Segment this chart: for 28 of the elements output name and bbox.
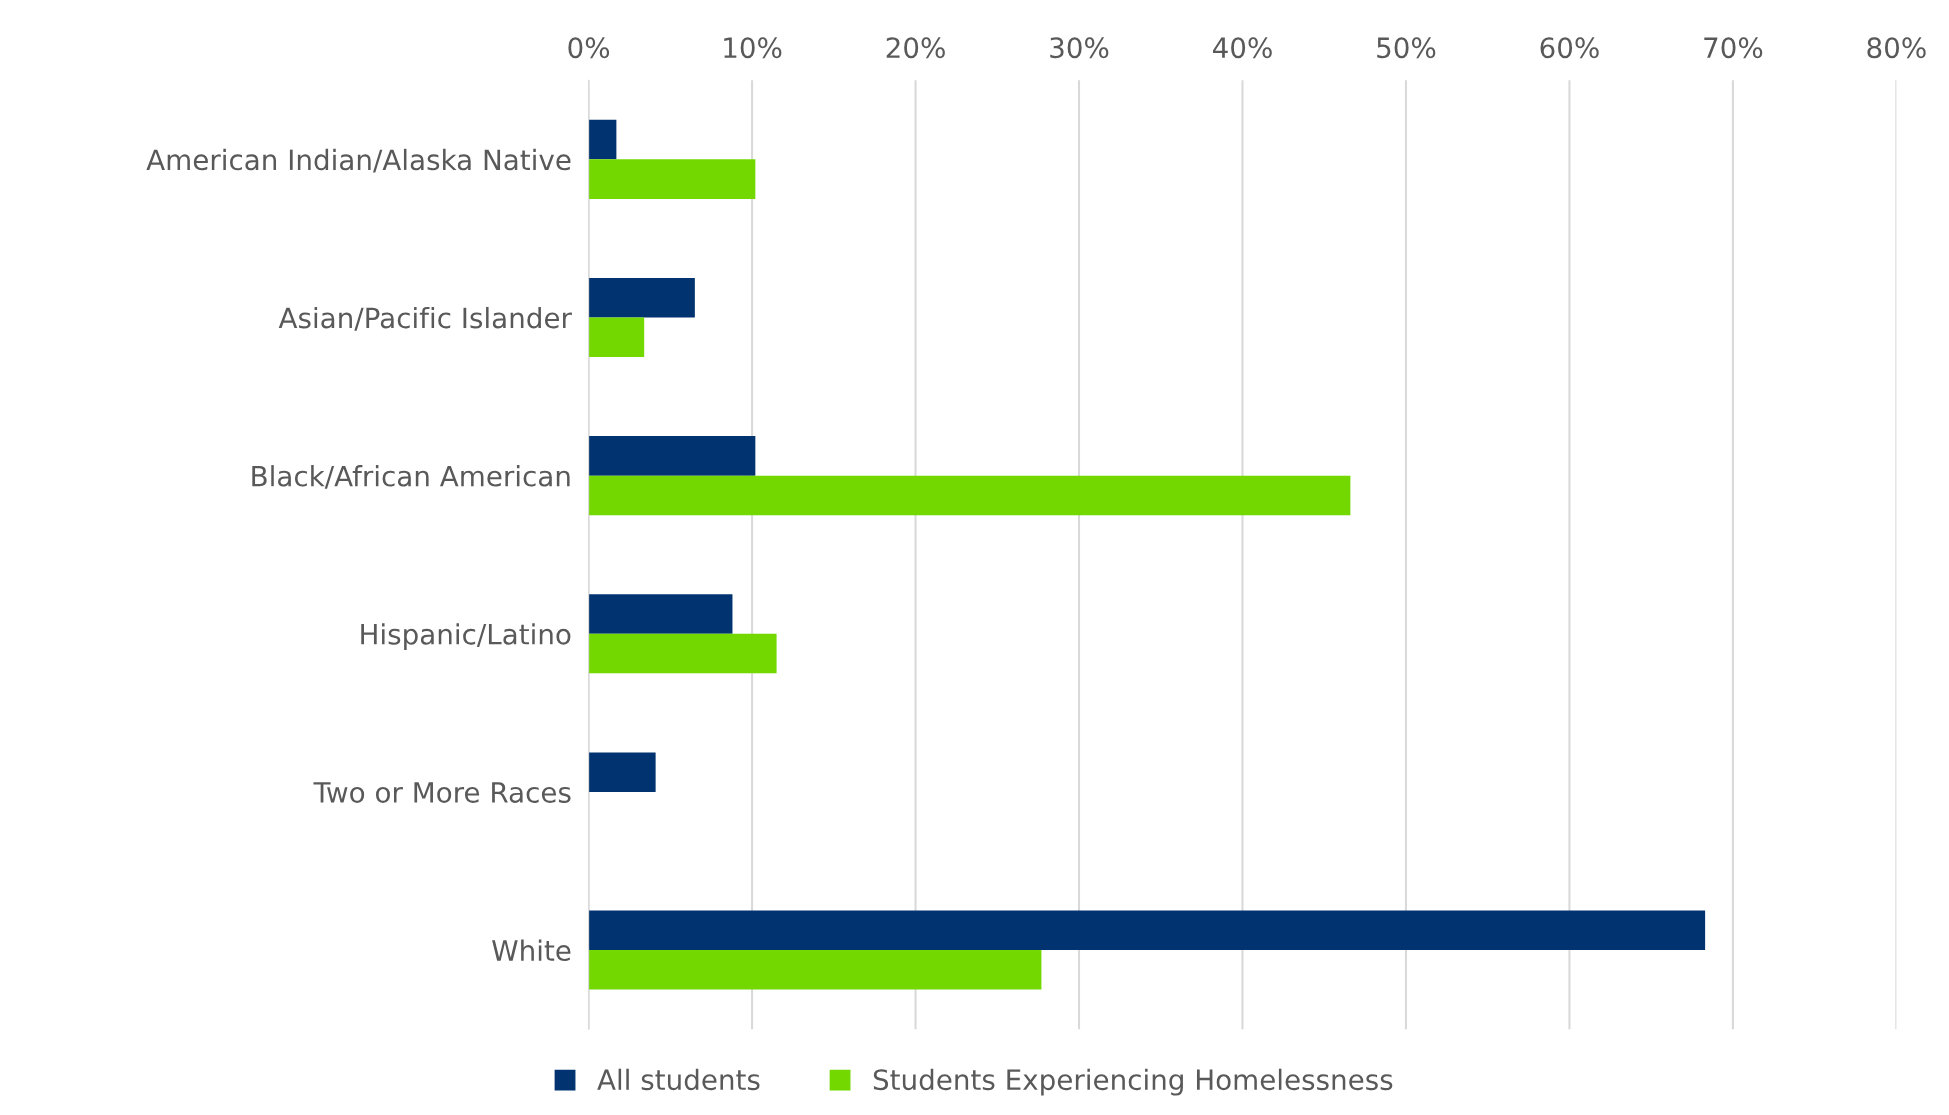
bar — [588, 752, 656, 792]
y-tick-label: American Indian/Alaska Native — [146, 148, 571, 173]
y-tick-label: Asian/Pacific Islander — [278, 306, 572, 331]
y-tick-label: Black/African American — [252, 465, 570, 489]
x-tick-label: 30% — [1050, 37, 1109, 59]
bar — [588, 594, 733, 634]
x-tick-label: 60% — [1540, 37, 1599, 59]
x-tick-label: 40% — [1212, 37, 1272, 59]
legend-label: Students Experiencing Homelessness — [873, 1068, 1393, 1096]
x-tick-label: 50% — [1377, 37, 1436, 59]
x-tick-label: 20% — [886, 37, 945, 59]
legend-label: All students — [597, 1068, 760, 1091]
bar — [588, 159, 756, 199]
bar — [588, 950, 1042, 990]
y-tick-label: Two or More Races — [313, 782, 571, 803]
bar — [588, 119, 617, 160]
x-tick-label: 0% — [568, 37, 610, 59]
bar — [588, 910, 1706, 951]
x-tick-label: 80% — [1867, 37, 1926, 59]
y-tick-label: Hispanic/Latino — [361, 623, 571, 651]
y-tick-label: White — [492, 939, 571, 962]
bar — [588, 317, 645, 358]
x-tick-label: 10% — [724, 37, 782, 59]
bar — [588, 475, 1351, 516]
bar — [588, 436, 756, 476]
bar — [588, 633, 777, 674]
x-tick-label: 70% — [1704, 37, 1763, 59]
bar — [588, 277, 695, 318]
